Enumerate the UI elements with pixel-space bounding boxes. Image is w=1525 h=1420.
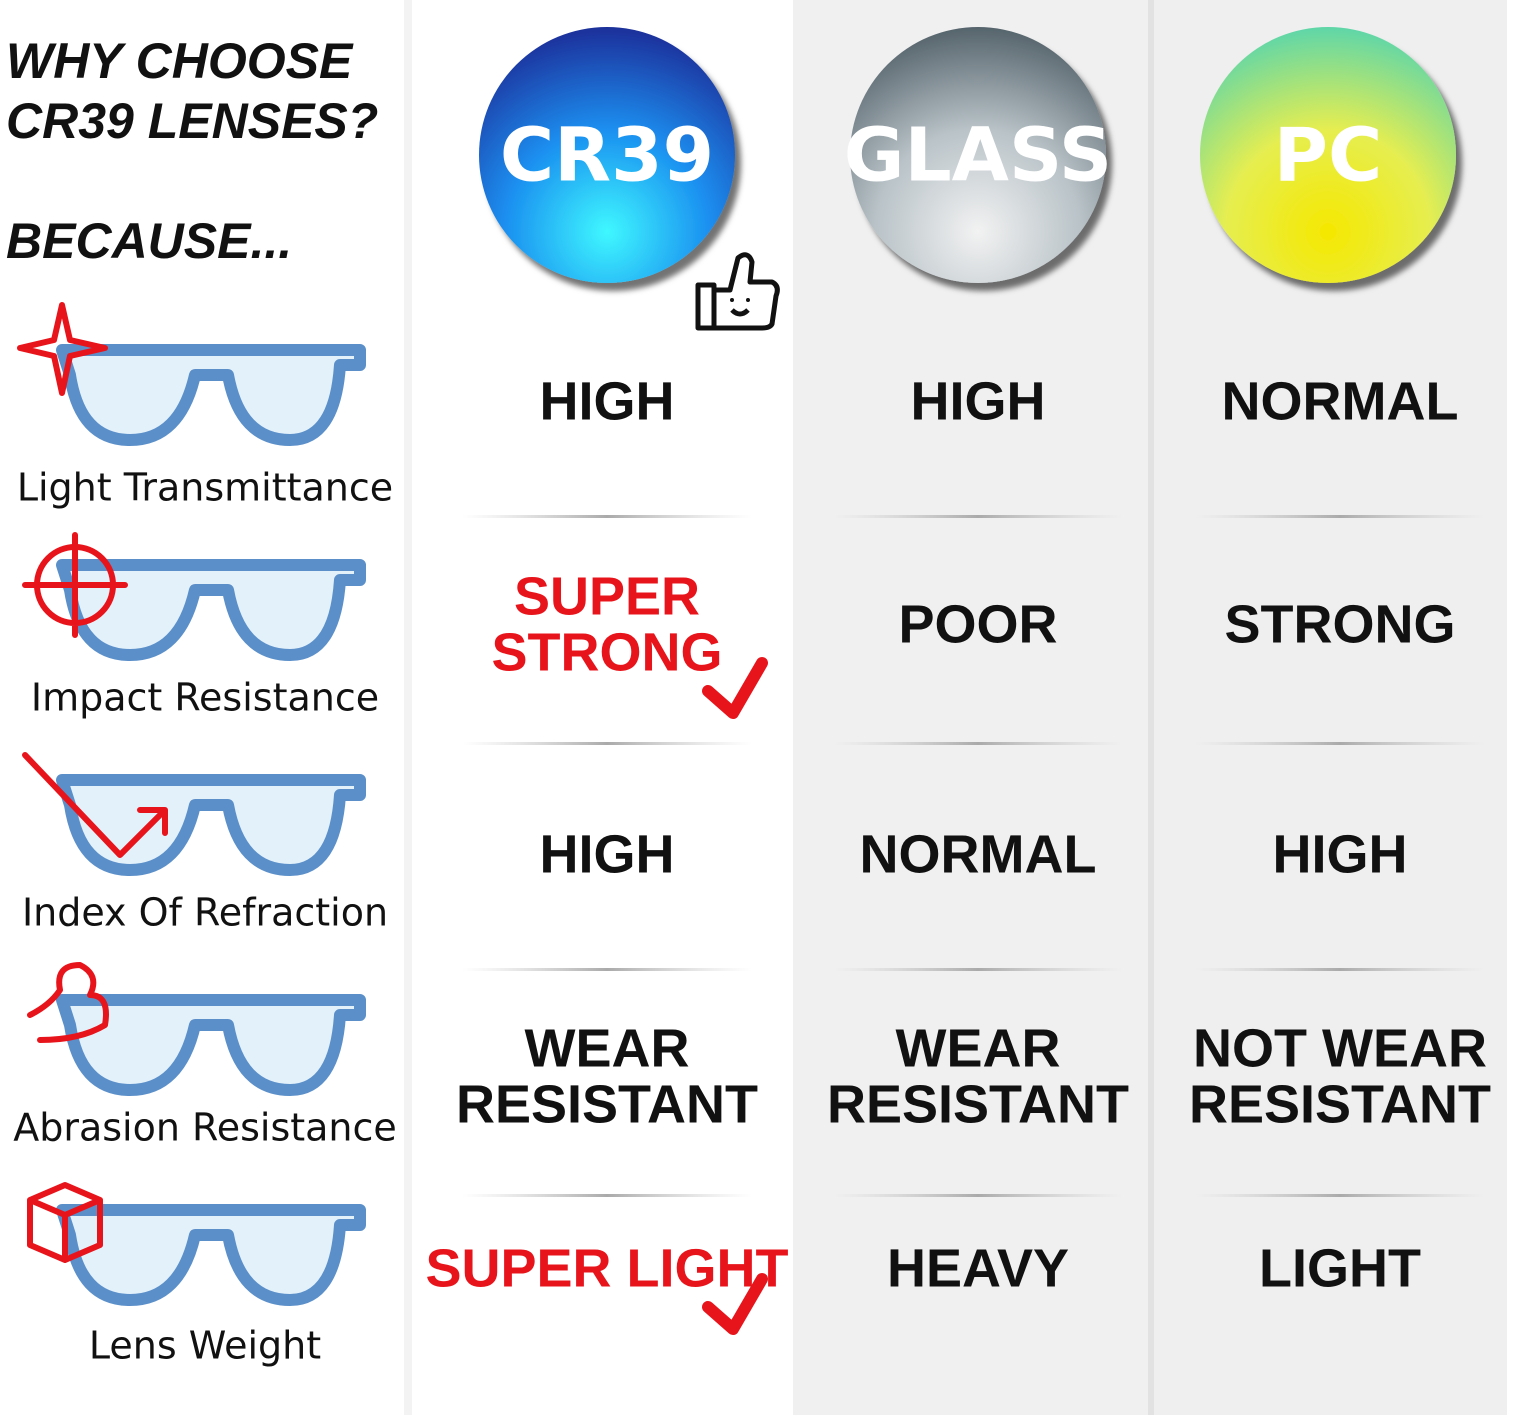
cell-value: HIGH [911, 371, 1046, 431]
lens [850, 27, 1106, 283]
row-label: Index Of Refraction [22, 891, 388, 935]
cell-value: NOT WEAR [1193, 1018, 1487, 1078]
row-label: Light Transmittance [17, 466, 393, 510]
divider [1195, 1194, 1485, 1197]
column-edge [1148, 0, 1154, 1415]
cell-value: SUPER [514, 566, 700, 626]
glasses-icon [27, 962, 366, 1096]
glasses-frame [56, 994, 366, 1096]
cell-value: HIGH [540, 824, 675, 884]
cell-value: RESISTANT [456, 1074, 758, 1134]
cell-value: WEAR [525, 1018, 690, 1078]
lens-name: CR39 [500, 113, 714, 199]
column-edge [404, 0, 412, 1415]
cell-value: NORMAL [860, 824, 1097, 884]
cell-value: POOR [898, 594, 1057, 654]
feature-symbol [27, 962, 109, 1043]
cell-value: WEAR [896, 1018, 1061, 1078]
feature-symbol [22, 752, 168, 858]
divider [462, 742, 752, 745]
divider [462, 515, 752, 518]
glasses-icon [22, 752, 366, 876]
lens-name: PC [1274, 113, 1383, 199]
divider [833, 515, 1123, 518]
thumbs-up-icon [695, 252, 780, 331]
lens-name: GLASS [844, 113, 1112, 199]
divider [462, 968, 752, 971]
cell-value: LIGHT [1259, 1238, 1421, 1298]
divider [833, 968, 1123, 971]
divider [462, 1194, 752, 1197]
cell-value: HIGH [540, 371, 675, 431]
glasses-frame [56, 344, 366, 446]
cell-value: RESISTANT [1189, 1074, 1491, 1134]
subtitle: BECAUSE... [6, 213, 292, 269]
cell-value: HIGH [1273, 824, 1408, 884]
divider [1195, 742, 1485, 745]
glasses-frame [56, 774, 366, 876]
check-mark [702, 657, 768, 719]
glasses-icon [27, 1182, 366, 1306]
check-mark [702, 1273, 768, 1335]
row-label: Impact Resistance [31, 676, 379, 720]
glasses-frame [56, 559, 366, 661]
title-line: CR39 LENSES? [6, 93, 378, 149]
feature-symbol [22, 532, 128, 638]
row-label: Abrasion Resistance [13, 1106, 397, 1150]
row-label: Lens Weight [89, 1324, 321, 1368]
title-line: WHY CHOOSE [6, 33, 354, 89]
lens [1200, 27, 1456, 283]
glasses-icon [17, 302, 366, 446]
glasses-frame [56, 1204, 366, 1306]
cell-value: STRONG [491, 622, 722, 682]
divider [833, 1194, 1123, 1197]
cell-value: SUPER LIGHT [425, 1238, 788, 1298]
divider [833, 742, 1123, 745]
cell-value: RESISTANT [827, 1074, 1129, 1134]
glasses-icon [22, 532, 366, 661]
cell-value: NORMAL [1222, 371, 1459, 431]
cell-value: STRONG [1224, 594, 1455, 654]
feature-symbol [27, 1182, 103, 1263]
divider [1195, 515, 1485, 518]
lens [479, 27, 735, 283]
cell-value: HEAVY [887, 1238, 1069, 1298]
divider [1195, 968, 1485, 971]
feature-symbol [17, 302, 108, 396]
